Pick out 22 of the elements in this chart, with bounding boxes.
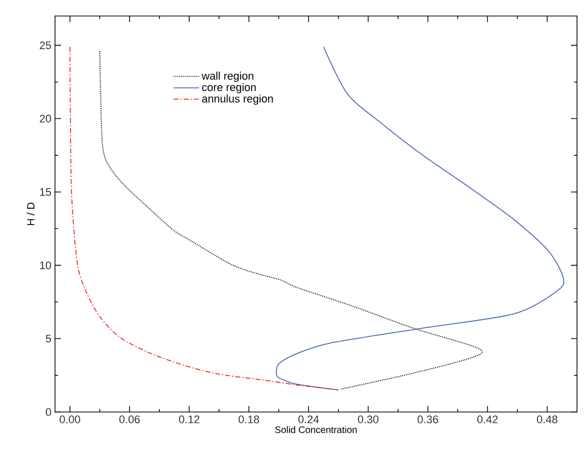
x-tick-label: 0.24 — [298, 416, 319, 424]
x-tick-label: 0.30 — [358, 416, 378, 424]
y-tick-label: 20 — [40, 114, 52, 123]
x-tick-label: 0.18 — [238, 416, 260, 424]
legend-label: core region — [202, 83, 256, 94]
y-tick-label: 15 — [40, 188, 52, 196]
y-tick-label: 0 — [46, 408, 52, 416]
line-series — [276, 46, 564, 390]
x-tick-label: 0.12 — [178, 416, 200, 424]
x-tick-label: 0.06 — [119, 416, 140, 424]
y-tick-label: 5 — [46, 334, 52, 342]
x-tick-label: 0.42 — [477, 416, 498, 424]
x-tick-label: 0.48 — [536, 416, 558, 424]
y-tick-label: 25 — [40, 41, 52, 50]
y-tick-label: 10 — [40, 261, 52, 270]
x-tick-label: 0.36 — [418, 416, 438, 424]
x-tick-label: 0.00 — [60, 416, 80, 424]
x-axis-title: Solid Concentration — [275, 426, 357, 434]
y-axis-title: H / D — [26, 202, 34, 226]
legend-label: wall region — [202, 72, 254, 82]
legend-label: annulus region — [202, 94, 273, 105]
line-series — [69, 46, 339, 390]
